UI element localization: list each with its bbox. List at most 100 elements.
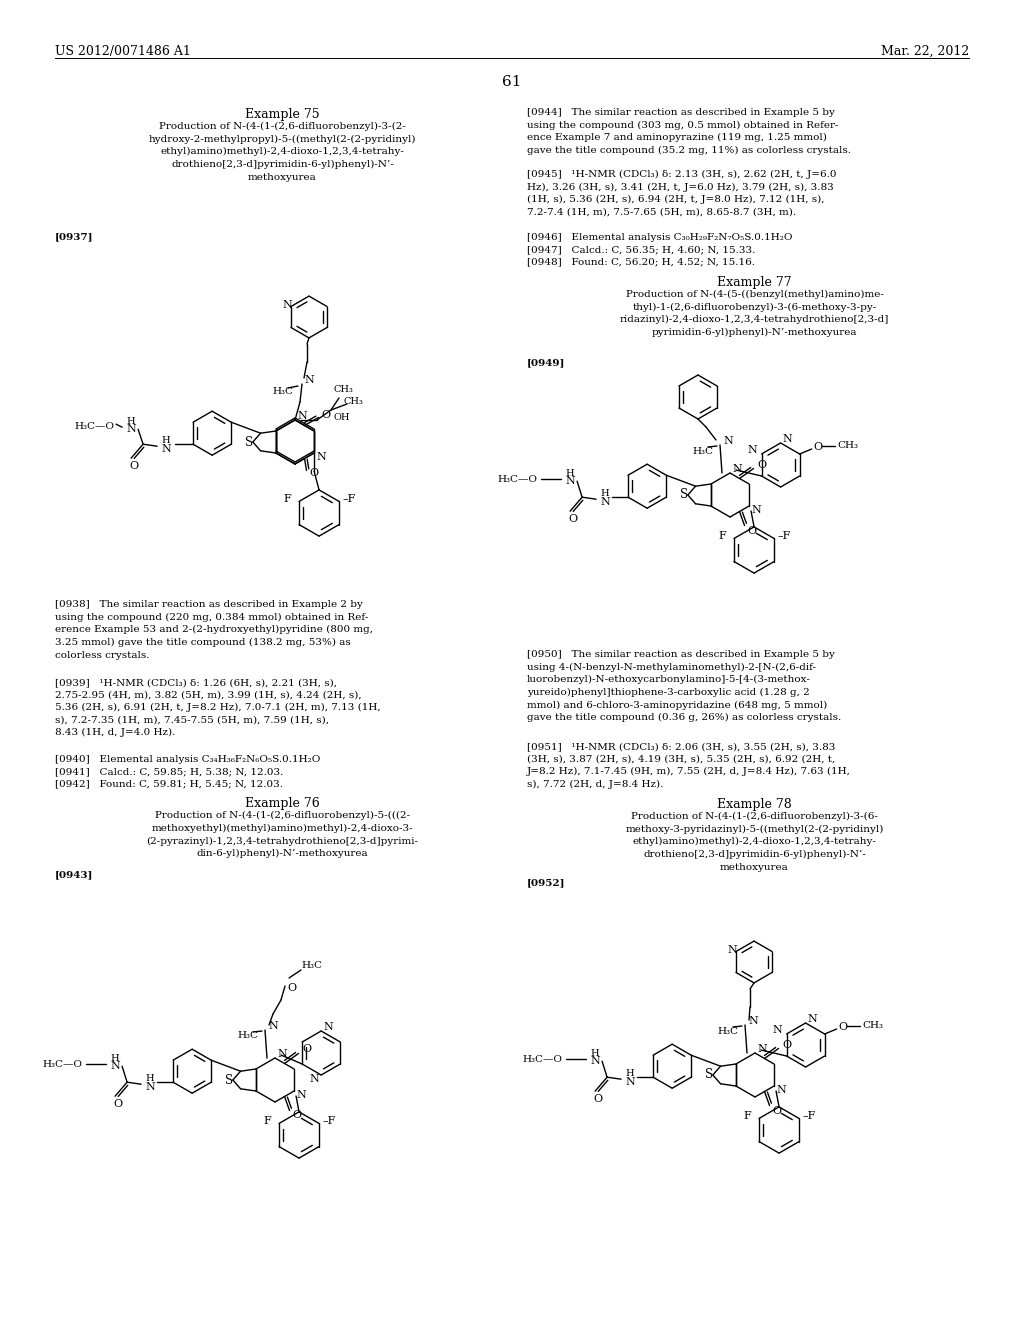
Text: N: N	[565, 477, 574, 486]
Text: CH₃: CH₃	[838, 441, 859, 450]
Text: H: H	[600, 488, 608, 498]
Text: N: N	[297, 411, 307, 421]
Text: O: O	[302, 1044, 311, 1055]
Text: H: H	[161, 436, 170, 445]
Text: CH₃: CH₃	[333, 385, 353, 395]
Text: 61: 61	[502, 75, 522, 88]
Text: H₃C—O: H₃C—O	[522, 1055, 562, 1064]
Text: N: N	[316, 451, 326, 462]
Text: N: N	[732, 465, 741, 474]
Text: H₃C: H₃C	[272, 388, 293, 396]
Text: O: O	[322, 411, 331, 421]
Text: N: N	[757, 1044, 767, 1053]
Text: S: S	[705, 1068, 713, 1081]
Text: H₃C—O: H₃C—O	[497, 475, 538, 483]
Text: N: N	[145, 1082, 155, 1092]
Text: H₃C: H₃C	[237, 1031, 258, 1040]
Text: N: N	[723, 436, 733, 446]
Text: N: N	[590, 1056, 600, 1067]
Text: [0950]   The similar reaction as described in Example 5 by
using 4-(N-benzyl-N-m: [0950] The similar reaction as described…	[527, 649, 842, 722]
Text: [0942]   Found: C, 59.81; H, 5.45; N, 12.03.: [0942] Found: C, 59.81; H, 5.45; N, 12.0…	[55, 779, 283, 788]
Text: H₃C: H₃C	[301, 961, 322, 969]
Text: N: N	[309, 1074, 318, 1084]
Text: Production of N-(4-(1-(2,6-difluorobenzyl)-3-(2-
hydroxy-2-methylpropyl)-5-((met: Production of N-(4-(1-(2,6-difluorobenzy…	[148, 121, 416, 182]
Text: –F: –F	[777, 532, 791, 541]
Text: F: F	[743, 1111, 751, 1122]
Text: O: O	[748, 525, 757, 536]
Text: [0937]: [0937]	[55, 232, 93, 242]
Text: [0938]   The similar reaction as described in Example 2 by
using the compound (2: [0938] The similar reaction as described…	[55, 601, 373, 660]
Text: N: N	[600, 498, 610, 507]
Text: N: N	[782, 434, 793, 444]
Text: Example 76: Example 76	[245, 797, 319, 810]
Text: H₃C: H₃C	[717, 1027, 738, 1035]
Text: OH: OH	[333, 413, 349, 422]
Text: H: H	[145, 1073, 154, 1082]
Text: CH₃: CH₃	[343, 397, 362, 407]
Text: O: O	[814, 442, 822, 451]
Text: [0949]: [0949]	[527, 358, 565, 367]
Text: O: O	[772, 1106, 781, 1115]
Text: Mar. 22, 2012: Mar. 22, 2012	[881, 45, 969, 58]
Text: F: F	[718, 532, 726, 541]
Text: [0944]   The similar reaction as described in Example 5 by
using the compound (3: [0944] The similar reaction as described…	[527, 108, 851, 154]
Text: F: F	[263, 1117, 270, 1126]
Text: –F: –F	[802, 1111, 815, 1122]
Text: N: N	[126, 424, 136, 434]
Text: O: O	[758, 459, 767, 470]
Text: O: O	[568, 515, 578, 524]
Text: O: O	[782, 1040, 792, 1049]
Text: [0940]   Elemental analysis C₃₄H₃₆F₂N₆O₅S.0.1H₂O: [0940] Elemental analysis C₃₄H₃₆F₂N₆O₅S.…	[55, 755, 321, 764]
Text: N: N	[278, 1049, 287, 1059]
Text: N: N	[111, 1061, 120, 1072]
Text: O: O	[129, 461, 138, 471]
Text: N: N	[296, 1090, 306, 1100]
Text: H₃C: H₃C	[692, 446, 713, 455]
Text: F: F	[283, 495, 291, 504]
Text: N: N	[283, 300, 293, 310]
Text: [0948]   Found: C, 56.20; H, 4.52; N, 15.16.: [0948] Found: C, 56.20; H, 4.52; N, 15.1…	[527, 257, 755, 267]
Text: N: N	[728, 945, 737, 954]
Text: N: N	[304, 375, 313, 385]
Text: H₃C—O: H₃C—O	[42, 1060, 82, 1069]
Text: N: N	[808, 1014, 817, 1024]
Text: H: H	[111, 1053, 119, 1063]
Text: H: H	[590, 1048, 599, 1057]
Text: –F: –F	[342, 495, 355, 504]
Text: O: O	[293, 1110, 302, 1121]
Text: H: H	[126, 417, 135, 425]
Text: H: H	[565, 469, 573, 478]
Text: Example 77: Example 77	[717, 276, 792, 289]
Text: N: N	[772, 1026, 782, 1035]
Text: N: N	[161, 445, 171, 454]
Text: –F: –F	[323, 1117, 336, 1126]
Text: Production of N-(4-(1-(2,6-difluorobenzyl)-3-(6-
methoxy-3-pyridazinyl)-5-((meth: Production of N-(4-(1-(2,6-difluorobenzy…	[626, 812, 884, 871]
Text: N: N	[776, 1085, 785, 1096]
Text: [0945]   ¹H-NMR (CDCl₃) δ: 2.13 (3H, s), 2.62 (2H, t, J=6.0
Hz), 3.26 (3H, s), 3: [0945] ¹H-NMR (CDCl₃) δ: 2.13 (3H, s), 2…	[527, 170, 837, 216]
Text: [0952]: [0952]	[527, 878, 565, 887]
Text: [0941]   Calcd.: C, 59.85; H, 5.38; N, 12.03.: [0941] Calcd.: C, 59.85; H, 5.38; N, 12.…	[55, 767, 284, 776]
Text: S: S	[680, 488, 688, 502]
Text: N: N	[324, 1022, 333, 1032]
Text: O: O	[593, 1094, 602, 1105]
Text: [0943]: [0943]	[55, 870, 93, 879]
Text: [0947]   Calcd.: C, 56.35; H, 4.60; N, 15.33.: [0947] Calcd.: C, 56.35; H, 4.60; N, 15.…	[527, 246, 756, 253]
Text: O: O	[287, 983, 296, 993]
Text: N: N	[268, 1020, 278, 1031]
Text: H₃C—O: H₃C—O	[74, 421, 114, 430]
Text: H: H	[625, 1069, 634, 1077]
Text: Production of N-(4-(1-(2,6-difluorobenzyl)-5-(((2-
methoxyethyl)(methyl)amino)me: Production of N-(4-(1-(2,6-difluorobenzy…	[146, 810, 419, 858]
Text: Production of N-(4-(5-((benzyl(methyl)amino)me-
thyl)-1-(2,6-difluorobenzyl)-3-(: Production of N-(4-(5-((benzyl(methyl)am…	[620, 290, 889, 337]
Text: S: S	[245, 436, 253, 449]
Text: [0946]   Elemental analysis C₃₀H₂₉F₂N₇O₅S.0.1H₂O: [0946] Elemental analysis C₃₀H₂₉F₂N₇O₅S.…	[527, 234, 793, 242]
Text: O: O	[309, 467, 318, 478]
Text: N: N	[625, 1077, 635, 1088]
Text: N: N	[751, 506, 761, 515]
Text: US 2012/0071486 A1: US 2012/0071486 A1	[55, 45, 190, 58]
Text: [0951]   ¹H-NMR (CDCl₃) δ: 2.06 (3H, s), 3.55 (2H, s), 3.83
(3H, s), 3.87 (2H, s: [0951] ¹H-NMR (CDCl₃) δ: 2.06 (3H, s), 3…	[527, 742, 851, 789]
Text: O: O	[113, 1100, 122, 1109]
Text: CH₃: CH₃	[862, 1022, 884, 1031]
Text: [0939]   ¹H-NMR (CDCl₃) δ: 1.26 (6H, s), 2.21 (3H, s),
2.75-2.95 (4H, m), 3.82 (: [0939] ¹H-NMR (CDCl₃) δ: 1.26 (6H, s), 2…	[55, 678, 381, 738]
Text: O: O	[839, 1022, 848, 1032]
Text: S: S	[225, 1073, 233, 1086]
